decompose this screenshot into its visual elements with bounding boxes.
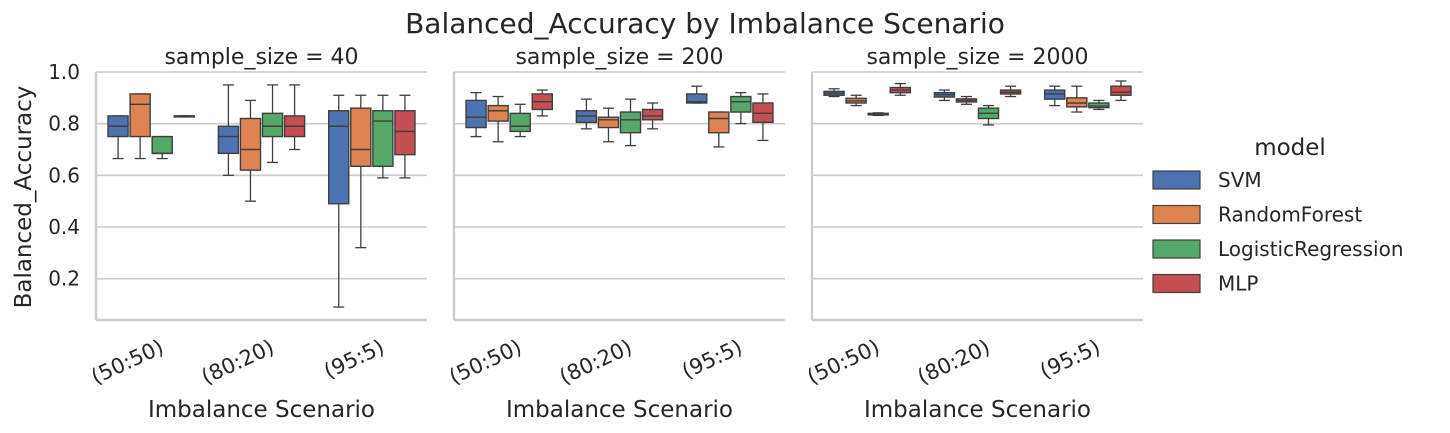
facet-panel: 0.2 0.4 0.6 0.8 1.0 sample_size = 40 (50:50) (8… <box>48 45 427 423</box>
legend-label: MLP <box>1218 272 1258 296</box>
box-svm <box>465 92 487 138</box>
legend-item: MLP <box>1152 272 1258 296</box>
box-mlp <box>394 94 416 179</box>
box-svm <box>107 115 129 160</box>
box-body <box>509 112 531 133</box>
box-body <box>328 110 350 205</box>
box-randomforest <box>955 95 978 105</box>
box-body <box>151 135 173 155</box>
box-body <box>129 93 151 138</box>
box-mlp <box>531 89 554 117</box>
box-randomforest <box>239 99 262 202</box>
facet-panel: sample_size = 2000 (50:50) (80:20) (95:5) Im… <box>803 45 1143 423</box>
box-randomforest <box>845 94 867 107</box>
box-mlp <box>283 84 306 151</box>
x-axis-label: Imbalance Scenario <box>506 397 733 423</box>
box-svm <box>575 98 598 130</box>
facet-panels: 0.2 0.4 0.6 0.8 1.0 sample_size = 40 (50:50) (8… <box>48 45 1143 423</box>
y-tick-label: 1.0 <box>48 60 80 84</box>
y-tick-label: 0.4 <box>48 215 80 239</box>
legend-title: model <box>1254 135 1326 161</box>
box-body <box>394 110 416 156</box>
x-tick-label: (95:5) <box>678 335 746 384</box>
panel-title: sample_size = 40 <box>164 45 358 70</box>
box-body <box>1110 85 1132 96</box>
x-tick-label: (50:50) <box>87 335 167 389</box>
box-body <box>261 112 284 138</box>
legend: model SVM RandomForest LogisticRegression ML… <box>1152 135 1404 296</box>
y-tick-label: 0.6 <box>48 163 80 187</box>
box-randomforest <box>129 93 151 160</box>
x-tick-label: (80:20) <box>556 335 636 389</box>
box-logisticregression <box>977 104 1000 126</box>
legend-swatch <box>1152 170 1201 190</box>
legend-label: SVM <box>1218 168 1262 192</box>
box-logisticregression <box>151 135 173 160</box>
x-axis-label: Imbalance Scenario <box>864 397 1091 423</box>
facet-panel: sample_size = 200 (50:50) (80:20) (95:5) Imb… <box>445 45 785 423</box>
box-svm <box>328 94 350 308</box>
y-tick-label: 0.8 <box>48 112 80 136</box>
box-logisticregression <box>730 92 752 125</box>
legend-swatch <box>1152 204 1201 225</box>
legend-swatch <box>1152 273 1201 294</box>
y-tick-label: 0.2 <box>48 267 80 291</box>
box-logisticregression <box>261 84 284 164</box>
panel-title: sample_size = 2000 <box>866 45 1088 70</box>
chart-title: Balanced_Accuracy by Imbalance Scenario <box>405 7 1005 40</box>
legend-item: SVM <box>1152 168 1262 192</box>
box-mlp <box>999 85 1022 98</box>
box-svm <box>933 89 956 102</box>
box-randomforest <box>350 94 372 249</box>
panel-title: sample_size = 200 <box>515 45 723 70</box>
box-body <box>1088 102 1110 109</box>
x-tick-label: (95:5) <box>1036 335 1104 384</box>
box-mlp <box>752 93 774 142</box>
box-body <box>217 125 240 155</box>
x-axis-label: Imbalance Scenario <box>148 397 375 423</box>
legend-item: RandomForest <box>1152 203 1362 227</box>
x-tick-label: (50:50) <box>445 335 525 389</box>
box-svm <box>1043 85 1066 107</box>
legend-item: LogisticRegression <box>1152 237 1404 261</box>
x-tick-label: (80:20) <box>914 335 994 389</box>
box-body <box>239 117 262 171</box>
box-body <box>350 107 372 167</box>
box-randomforest <box>487 95 509 143</box>
box-svm <box>686 85 708 104</box>
y-axis-label: Balanced_Accuracy <box>11 86 37 309</box>
box-body <box>487 104 509 122</box>
box-body <box>641 108 664 121</box>
box-mlp <box>173 115 196 118</box>
box-body <box>730 95 752 113</box>
x-tick-label: (80:20) <box>198 335 278 389</box>
box-svm <box>217 84 240 176</box>
box-randomforest <box>708 111 730 148</box>
box-mlp <box>1110 80 1132 102</box>
box-logisticregression <box>1088 99 1110 111</box>
box-body <box>686 93 708 104</box>
box-logisticregression <box>372 94 394 179</box>
x-tick-label: (50:50) <box>803 335 883 389</box>
box-randomforest <box>1066 85 1088 113</box>
legend-label: RandomForest <box>1218 203 1362 227</box>
box-logisticregression <box>509 103 531 138</box>
box-logisticregression <box>867 112 889 117</box>
box-randomforest <box>597 107 620 143</box>
box-body <box>619 111 642 134</box>
box-svm <box>823 88 845 98</box>
box-body <box>597 116 620 129</box>
legend-label: LogisticRegression <box>1218 237 1404 261</box>
legend-swatch <box>1152 239 1201 259</box>
box-body <box>465 99 487 129</box>
box-mlp <box>889 82 912 96</box>
box-body <box>708 111 730 134</box>
box-mlp <box>641 102 664 130</box>
x-tick-label: (95:5) <box>320 335 388 384</box>
box-body <box>372 110 394 167</box>
box-logisticregression <box>619 98 642 147</box>
